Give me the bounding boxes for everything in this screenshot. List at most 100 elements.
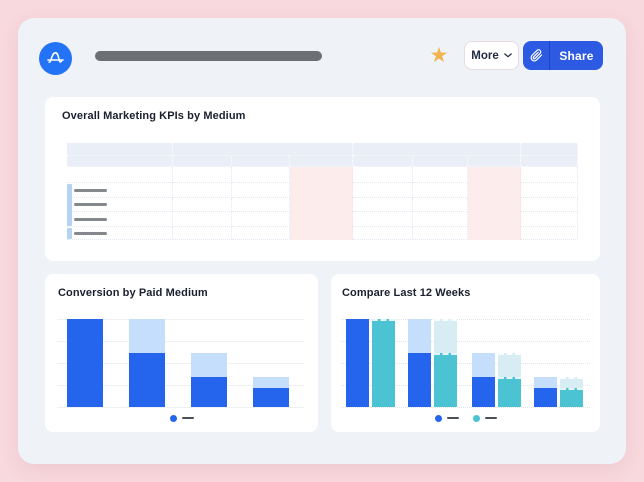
bar-segment-solid xyxy=(472,377,495,407)
app-card: ★ More Share Overall Marketing KPIs by M… xyxy=(18,18,626,464)
bar-segment-light xyxy=(498,353,521,378)
legend-dash-icon xyxy=(446,416,459,420)
table-cell xyxy=(67,227,173,240)
bar-segment-solid xyxy=(498,377,521,407)
more-button-label: More xyxy=(471,49,499,62)
table-cell xyxy=(232,212,290,227)
table-cell xyxy=(521,167,578,183)
share-button-label: Share xyxy=(559,48,594,63)
conversion-bar-chart xyxy=(57,319,304,408)
table-cell xyxy=(67,212,173,227)
table-cell xyxy=(173,227,232,240)
table-header-cell xyxy=(521,156,578,167)
compare-bar-chart xyxy=(341,319,590,408)
topbar: ★ More Share xyxy=(18,18,626,92)
table-cell xyxy=(413,212,468,227)
table-cell xyxy=(67,198,173,212)
gridline xyxy=(57,407,304,408)
bar-segment-light xyxy=(560,377,583,388)
table-cell xyxy=(413,227,468,240)
bar-segment-light xyxy=(434,319,457,354)
table-highlight-cell xyxy=(290,227,353,240)
bar-segment-solid xyxy=(560,387,583,407)
bar-segment-light xyxy=(129,319,165,354)
gridline xyxy=(341,407,590,408)
table-cell xyxy=(353,183,413,198)
document-title-placeholder xyxy=(95,51,322,61)
table-header-cell xyxy=(173,143,353,156)
gridline xyxy=(57,319,304,320)
table-cell xyxy=(413,183,468,198)
table-cell xyxy=(353,198,413,212)
gridline xyxy=(341,341,590,342)
more-button[interactable]: More xyxy=(464,41,519,70)
legend-dot-icon xyxy=(434,414,442,422)
legend-dash-icon xyxy=(181,416,194,420)
table-cell xyxy=(173,167,232,183)
legend-item xyxy=(434,414,459,422)
row-group-marker xyxy=(67,228,72,239)
table-cell xyxy=(521,198,578,212)
gridline xyxy=(57,363,304,364)
table-cell xyxy=(353,212,413,227)
text-placeholder xyxy=(74,188,107,192)
bar-segment-light xyxy=(253,377,289,388)
table-highlight-cell xyxy=(290,212,353,227)
bar-segment-solid xyxy=(346,319,369,407)
bar-segment-light xyxy=(408,319,431,354)
kpi-table xyxy=(67,143,578,240)
table-cell xyxy=(353,167,413,183)
bar-segment-solid xyxy=(534,387,557,407)
legend-item xyxy=(472,414,497,422)
table-row xyxy=(67,227,578,240)
compare-chart-panel: Compare Last 12 Weeks xyxy=(331,274,600,432)
table-cell xyxy=(413,198,468,212)
table-cell xyxy=(521,183,578,198)
bar-segment-solid xyxy=(191,377,227,407)
bar-segment-solid xyxy=(372,319,395,407)
gridline xyxy=(341,385,590,386)
favorite-star-icon[interactable]: ★ xyxy=(429,44,449,67)
table-header-cell xyxy=(290,156,353,167)
table-cell xyxy=(353,227,413,240)
bar-segment-light xyxy=(472,353,495,378)
kpi-panel: Overall Marketing KPIs by Medium xyxy=(45,97,600,261)
table-header-cell xyxy=(67,156,173,167)
legend-dot-icon xyxy=(472,414,480,422)
table-cell xyxy=(173,198,232,212)
table-subheader-row xyxy=(67,156,578,167)
bar-segment-solid xyxy=(67,319,103,407)
table-highlight-cell xyxy=(290,183,353,198)
conversion-chart-title: Conversion by Paid Medium xyxy=(58,287,208,299)
table-row xyxy=(67,198,578,212)
table-header-cell xyxy=(173,156,232,167)
bar-segment-solid xyxy=(129,353,165,407)
table-row xyxy=(67,183,578,198)
table-cell xyxy=(521,212,578,227)
share-button[interactable]: Share xyxy=(523,41,603,70)
bar-segment-solid xyxy=(253,387,289,407)
conversion-chart-legend xyxy=(45,413,318,423)
amplitude-logo[interactable] xyxy=(39,42,72,75)
bar-segment-light xyxy=(534,377,557,388)
table-cell xyxy=(67,183,173,198)
conversion-chart-panel: Conversion by Paid Medium xyxy=(45,274,318,432)
table-highlight-cell xyxy=(290,198,353,212)
table-row xyxy=(67,212,578,227)
gridline xyxy=(57,385,304,386)
gridline xyxy=(57,341,304,342)
table-header-cell xyxy=(413,156,468,167)
table-header-cell xyxy=(353,143,521,156)
row-group-marker xyxy=(67,184,72,226)
table-cell xyxy=(232,198,290,212)
table-cell xyxy=(232,183,290,198)
compare-chart-title: Compare Last 12 Weeks xyxy=(342,287,471,299)
table-header-cell xyxy=(521,143,578,156)
bar-segment-solid xyxy=(408,353,431,407)
table-header-cell xyxy=(353,156,413,167)
legend-item xyxy=(169,414,194,422)
link-icon xyxy=(523,41,550,70)
gridline xyxy=(341,363,590,364)
compare-chart-legend xyxy=(331,413,600,423)
legend-dash-icon xyxy=(484,416,497,420)
